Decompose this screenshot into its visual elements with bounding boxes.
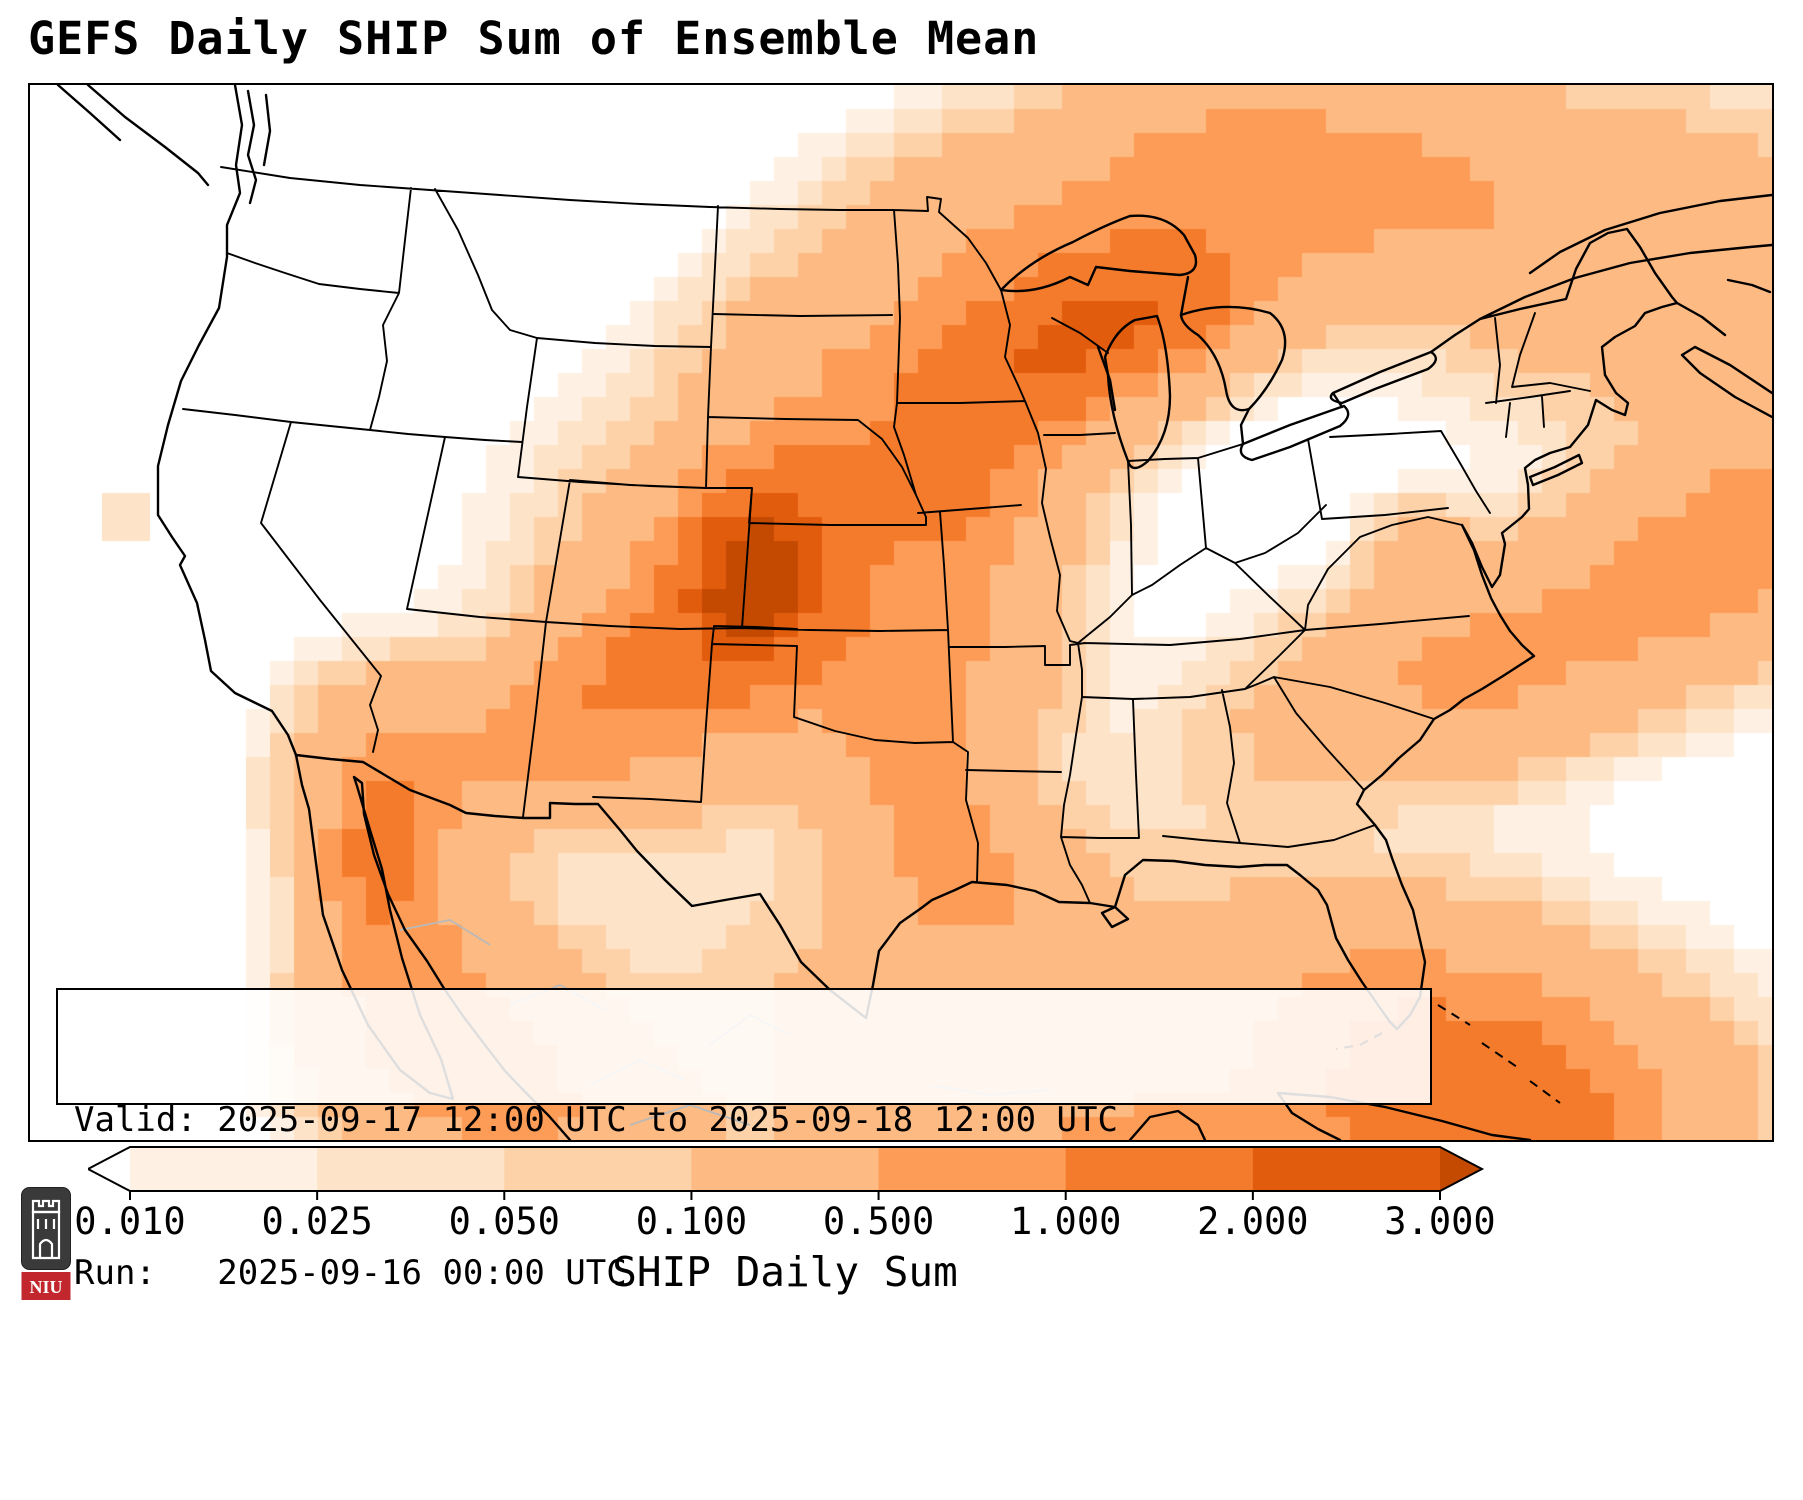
valid-line: Valid: 2025-09-17 12:00 UTC to 2025-09-1… [74, 1100, 1118, 1140]
colorbar-segment [1065, 1147, 1254, 1191]
colorbar-tick-label: 0.500 [822, 1200, 935, 1243]
pacific-coast [156, 85, 572, 1140]
valid-run-info-box: Valid: 2025-09-17 12:00 UTC to 2025-09-1… [56, 988, 1432, 1293]
colorbar-svg [85, 1146, 1485, 1200]
lake-superior [999, 214, 1198, 293]
run-line: Run: 2025-09-16 00:00 UTC [74, 1253, 627, 1293]
colorbar-tick-labels: 0.010 0.025 0.050 0.100 0.500 1.000 2.000 3.000 [0, 1200, 1803, 1244]
long-island [1528, 453, 1584, 487]
colorbar-under-arrow [88, 1147, 130, 1191]
ship-heatmap-canvas [30, 85, 1772, 1140]
lake-michigan [1103, 314, 1172, 470]
lake-erie [1239, 404, 1350, 462]
page-title: GEFS Daily SHIP Sum of Ensemble Mean [28, 12, 1040, 65]
green-bay [1096, 345, 1117, 412]
basemap-svg [56, 85, 1772, 1140]
castle-icon: NIU [21, 1187, 71, 1300]
island-bank-dashed-lines [1335, 1004, 1561, 1104]
colorbar-tick-label: 0.025 [261, 1200, 373, 1243]
colorbar [85, 1146, 1488, 1204]
colorbar-segment [317, 1147, 505, 1191]
colorbar-tick-label: 1.000 [1010, 1200, 1122, 1243]
state-boundary-paths [182, 166, 1591, 904]
st-clair-river [1239, 407, 1251, 446]
colorbar-segment [1252, 1147, 1441, 1191]
colorbar-segment [691, 1147, 880, 1191]
st-lawrence-maritimes [1429, 193, 1772, 419]
map-panel: Valid: 2025-09-17 12:00 UTC to 2025-09-1… [28, 83, 1774, 1293]
puget-sound [56, 85, 272, 205]
niu-logo: NIU [20, 1186, 72, 1302]
colorbar-tick-label: 0.010 [74, 1200, 186, 1243]
niu-logo-text: NIU [29, 1277, 62, 1297]
colorbar-tick-label: 0.050 [448, 1200, 560, 1243]
coastline-paths [56, 85, 1772, 1140]
colorbar-tick-label: 3.000 [1384, 1200, 1496, 1243]
niagara-river [1331, 391, 1344, 409]
colorbar-label: SHIP Daily Sum [612, 1248, 958, 1296]
lake-ontario [1329, 350, 1437, 405]
yucatan-coast [1128, 1109, 1207, 1140]
colorbar-segment [878, 1147, 1067, 1191]
colorbar-segment [504, 1147, 693, 1191]
colorbar-tick-label: 0.100 [635, 1200, 748, 1243]
colorbar-tick-label: 2.000 [1197, 1200, 1309, 1243]
colorbar-segment [130, 1147, 318, 1191]
colorbar-over-arrow [1440, 1147, 1482, 1191]
gulf-atlantic-coast [864, 301, 1679, 1031]
st-marys-river [1179, 275, 1190, 317]
mexico-border-rio-grande [294, 753, 868, 1020]
lake-huron [1179, 305, 1287, 412]
